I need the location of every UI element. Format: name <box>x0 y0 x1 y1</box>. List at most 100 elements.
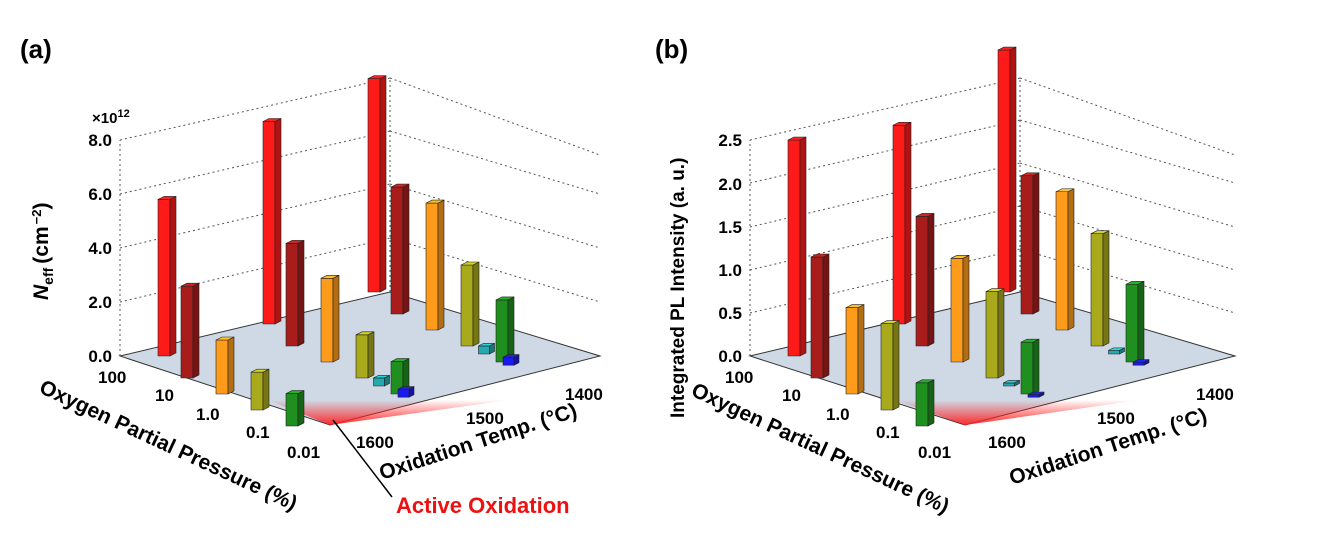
bar-1600-0.01-front <box>915 382 929 427</box>
small-bar-1500-0 <box>373 374 390 387</box>
bar-1500-10 <box>285 239 305 347</box>
bar-1500-1.0 <box>320 274 340 363</box>
small-bar-1400-0-front <box>478 345 490 355</box>
bar-1500-10-side <box>927 212 935 347</box>
bar-1600-0.1-side <box>262 368 270 411</box>
bar-1600-1.0 <box>215 336 235 395</box>
panel-a-bars <box>157 75 520 427</box>
panel-b-ylabel: Integrated PL Intensity (a. u.) <box>668 158 689 418</box>
panel-b-ytick: 0.0 <box>718 347 742 366</box>
panel-b-ztick: 1400 <box>1196 385 1234 404</box>
bar-1400-0.01-front <box>495 299 509 363</box>
small-bar-1400-0 <box>478 342 495 355</box>
panel-a-ztick: 1600 <box>356 433 394 452</box>
bar-1600-0.01-side <box>297 390 305 427</box>
bar-1500-0.1 <box>985 288 1005 379</box>
bar-1400-10-front <box>1020 175 1034 315</box>
bar-1400-0.1 <box>1090 230 1110 347</box>
panel-a-ytick: 0.0 <box>88 347 112 366</box>
bar-1600-10 <box>180 282 200 379</box>
bar-1600-0.01-top <box>285 390 305 394</box>
panel-b-ytick: 2.5 <box>718 131 742 150</box>
bar-1600-0.01 <box>915 379 935 427</box>
bar-1400-0.1-side <box>1102 230 1110 347</box>
panel-b-zticks: 1600 1500 1400 <box>988 385 1234 452</box>
bar-1500-0.01 <box>390 358 410 395</box>
bar-1600-0.01 <box>285 390 305 427</box>
panel-a-ytick: 4.0 <box>88 239 112 258</box>
bar-1400-0.01-side <box>1137 280 1145 363</box>
bar-1600-0.1-side <box>892 320 900 411</box>
bar-1400-0.01-top <box>1125 280 1145 285</box>
bar-1600-1.0-front <box>215 339 229 395</box>
bar-1400-1.0 <box>425 199 445 331</box>
small-bar-1400-1-top <box>502 354 520 358</box>
panel-a-active-zone <box>268 400 510 425</box>
bar-1500-10-top <box>285 240 305 244</box>
bar-1500-0.01-front <box>1020 341 1034 395</box>
panel-a-scale-factor: ×1012 <box>92 108 130 127</box>
bar-1500-0.1-front <box>985 291 999 379</box>
bar-1600-100 <box>787 136 807 357</box>
small-bar-1400-1-front <box>502 356 515 366</box>
bar-1600-10-front <box>810 256 824 379</box>
panel-a-xtick: 100 <box>98 368 126 387</box>
bar-1400-1.0-top <box>1055 188 1075 193</box>
panel-a-xtick: 10 <box>155 386 174 405</box>
bar-1400-100 <box>367 75 387 293</box>
small-bar-1400-0-front <box>1108 350 1120 355</box>
panel-b-xtick: 0.01 <box>918 443 951 462</box>
bar-1400-0.1-top <box>460 261 480 266</box>
bar-1600-100 <box>157 195 177 357</box>
bar-1400-100-side <box>379 75 387 293</box>
bar-1500-0.1 <box>355 331 375 379</box>
panel-b-ytick: 2.0 <box>718 175 742 194</box>
panel-a-xtick: 0.1 <box>246 423 270 442</box>
bar-1400-100-top <box>997 46 1017 51</box>
bar-1400-10-side <box>1032 172 1040 315</box>
bar-1400-10-front <box>390 186 404 315</box>
panel-a-ztick: 1500 <box>466 409 504 428</box>
bar-1400-0.1-front <box>1090 233 1104 347</box>
panel-a-label: (a) <box>20 34 52 64</box>
bar-1500-0.1-top <box>985 288 1005 292</box>
bar-1500-100 <box>262 118 282 325</box>
bar-1600-0.1-top <box>880 320 900 324</box>
bar-1600-100-side <box>169 195 177 357</box>
annotation-active-oxidation: Active Oxidation <box>396 493 570 518</box>
bar-1400-0.01 <box>1125 280 1145 363</box>
bar-1500-10-side <box>297 239 305 347</box>
panel-b-xtick: 100 <box>725 368 753 387</box>
bar-1600-10-side <box>192 282 200 379</box>
annotation-pointer <box>332 419 393 498</box>
bar-1500-0.01-top <box>1020 338 1040 343</box>
panel-a: (a) 0.0 2.0 4.0 6.0 8.0 ×1012 <box>20 34 603 518</box>
bar-1500-0.1-side <box>997 288 1005 379</box>
panel-b-yticks: 0.0 0.5 1.0 1.5 2.0 2.5 <box>718 131 742 366</box>
bar-1400-10-top <box>390 183 410 188</box>
small-bar-1500-1 <box>1027 391 1045 398</box>
panel-b-xtick: 1.0 <box>826 405 850 424</box>
small-bar-1400-1-top <box>1132 359 1150 363</box>
bar-1400-10 <box>390 183 410 315</box>
panel-b-ztick: 1600 <box>988 433 1026 452</box>
bar-1500-10-front <box>915 216 929 347</box>
panel-a-ytick: 6.0 <box>88 185 112 204</box>
bar-1400-1.0-side <box>1067 188 1075 331</box>
bar-1500-0.01 <box>1020 338 1040 395</box>
panel-b-xtick: 10 <box>782 386 801 405</box>
bar-1600-1.0-top <box>215 336 235 341</box>
panel-a-ytick: 2.0 <box>88 293 112 312</box>
bar-1400-1.0-side <box>437 199 445 331</box>
bar-1500-1.0-front <box>320 277 334 363</box>
bar-1400-100-front <box>997 49 1011 293</box>
bar-1600-100-top <box>787 136 807 141</box>
bar-1600-1.0-top <box>845 304 865 308</box>
bar-1600-100-side <box>799 136 807 357</box>
bar-1400-0.01-side <box>507 296 515 363</box>
small-bar-1500-1-front <box>397 388 410 398</box>
bar-1600-1.0-side <box>857 304 865 395</box>
small-bar-1500-0-front <box>1003 382 1015 387</box>
bar-1400-0.01-top <box>495 296 515 301</box>
bar-1400-1.0-top <box>425 199 445 204</box>
